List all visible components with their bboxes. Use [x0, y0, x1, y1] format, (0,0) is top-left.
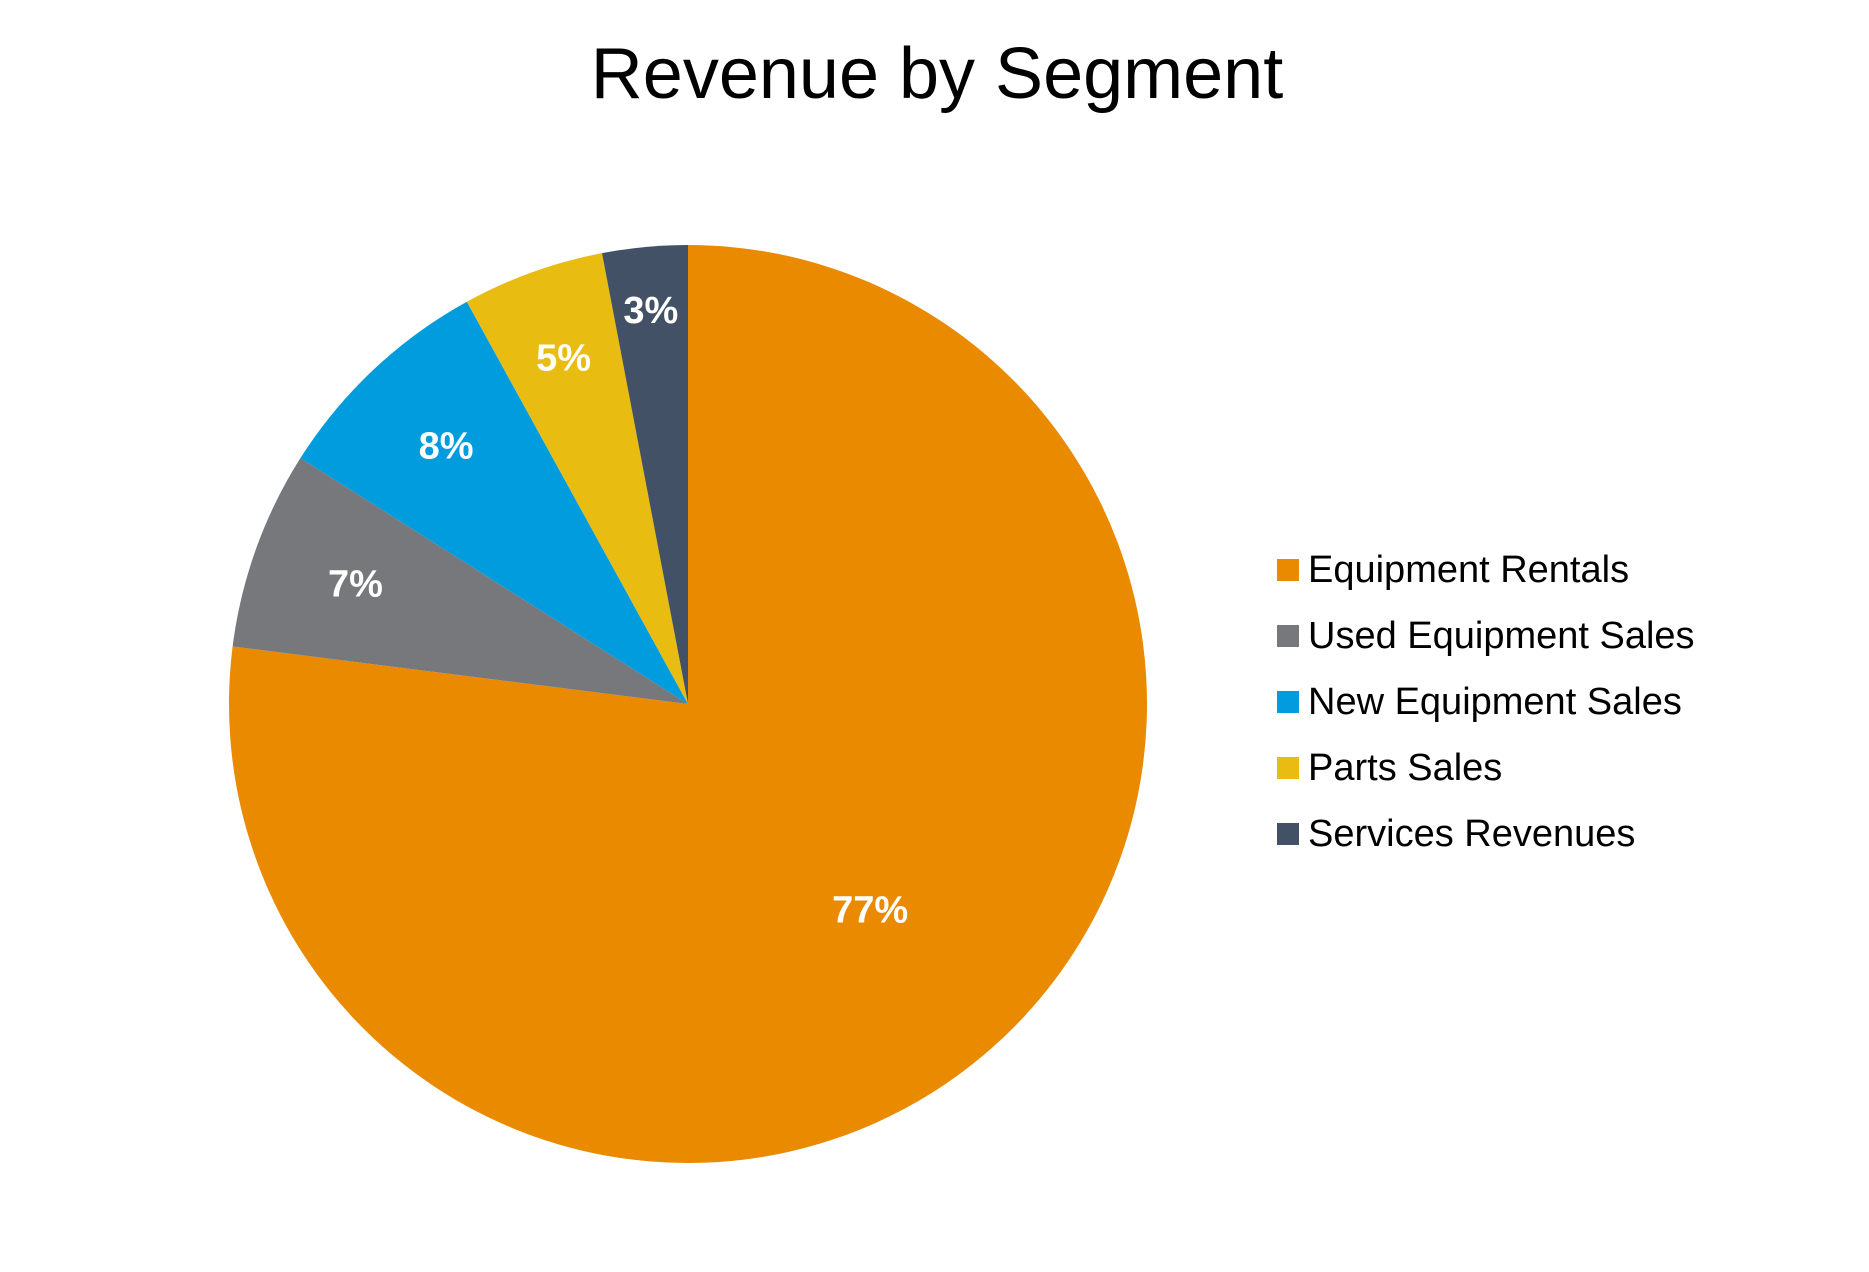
data-label-new-equipment-sales: 8% [419, 425, 474, 467]
pie-slice-parts-sales [466, 253, 688, 704]
chart-title: Revenue by Segment [591, 34, 1283, 114]
legend-label-new-equipment-sales: New Equipment Sales [1308, 681, 1682, 723]
pie-slices [229, 245, 1147, 1163]
legend-label-equipment-rentals: Equipment Rentals [1308, 549, 1629, 591]
pie-slice-services-revenues [601, 245, 688, 704]
legend-label-services-revenues: Services Revenues [1308, 813, 1635, 855]
legend-swatch-services-revenues [1277, 823, 1299, 845]
legend-swatch-used-equipment-sales [1277, 625, 1299, 647]
legend-swatch-equipment-rentals [1277, 559, 1299, 581]
pie-slice-used-equipment-sales [232, 458, 688, 704]
legend-swatch-new-equipment-sales [1277, 691, 1299, 713]
legend-label-parts-sales: Parts Sales [1308, 747, 1502, 789]
pie-slice-new-equipment-sales [300, 301, 688, 704]
pie-data-labels: 77% 7% 8% 5% 3% [328, 290, 908, 932]
legend-label-used-equipment-sales: Used Equipment Sales [1308, 615, 1695, 657]
data-label-equipment-rentals: 77% [832, 890, 908, 932]
chart-legend: Equipment Rentals Used Equipment Sales New… [1277, 549, 1695, 855]
data-label-parts-sales: 5% [536, 338, 591, 380]
data-label-services-revenues: 3% [623, 290, 678, 332]
data-label-used-equipment-sales: 7% [328, 563, 383, 605]
legend-swatch-parts-sales [1277, 757, 1299, 779]
